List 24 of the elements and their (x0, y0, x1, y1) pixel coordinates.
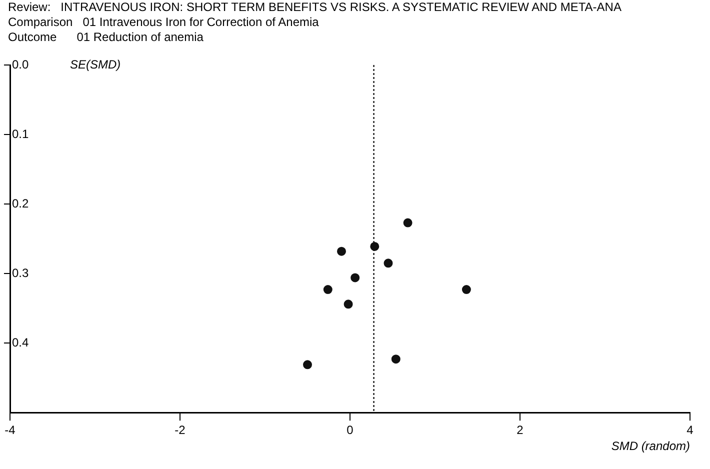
y-tick-label: 0.1 (12, 126, 30, 141)
x-tick-label: -4 (4, 423, 16, 438)
chart-title: Review: INTRAVENOUS IRON: SHORT TERM BENEFITS VS RISKS. A SYSTEMATIC REVIEW AND META-ANA (8, 0, 622, 15)
x-tick-label: 0 (346, 423, 354, 438)
y-tick-label: 0.3 (12, 266, 30, 280)
point (344, 300, 353, 309)
point (337, 246, 346, 256)
point (403, 218, 412, 228)
text: Comparison 01 Intravenous Iron for Correction of Anemia (8, 15, 320, 30)
point (303, 360, 312, 370)
x-tick-label: -2 (174, 423, 186, 438)
text: Outcome 01 Reduction of anemia (8, 30, 204, 45)
point (323, 285, 332, 294)
y-tick-label: 0.0 (12, 57, 30, 72)
point (391, 354, 400, 364)
x-tick-label: 2 (516, 423, 524, 438)
point (384, 258, 393, 268)
point (462, 285, 471, 294)
y-tick-label: 0.4 (12, 335, 30, 350)
y-tick-label: 0.2 (12, 196, 30, 210)
y-axis-title: SE(SMD) (70, 57, 121, 72)
x-tick-label: 4 (686, 423, 694, 438)
x-axis-title: SMD (random) (611, 438, 690, 453)
point (350, 273, 360, 282)
